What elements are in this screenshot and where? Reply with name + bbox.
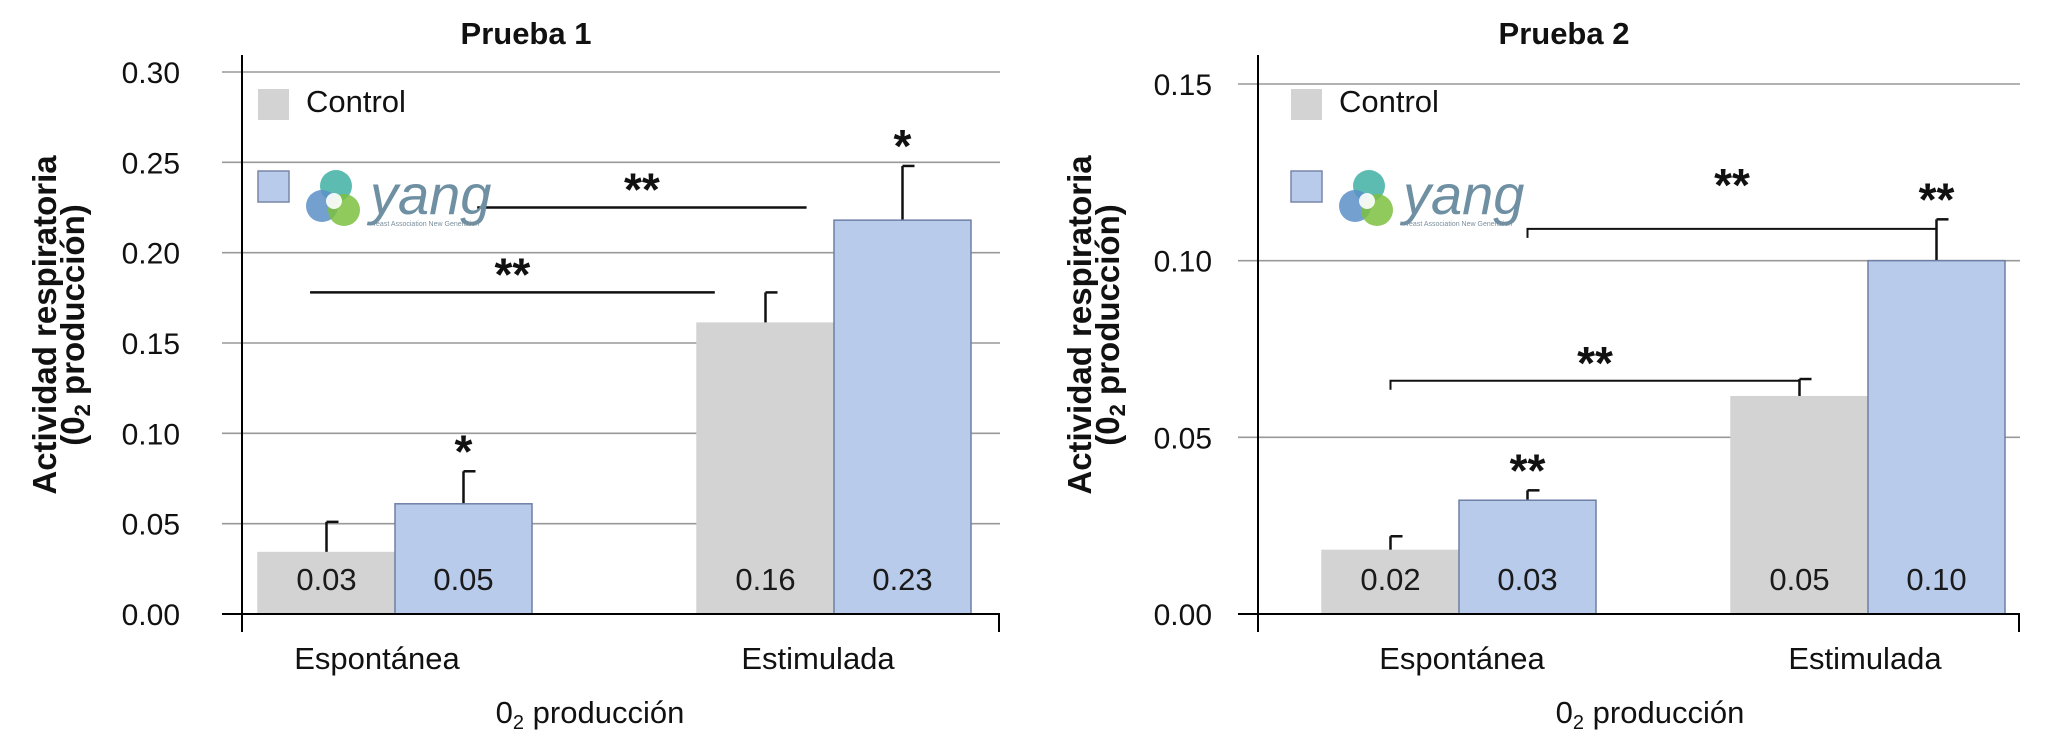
axes [1238, 55, 2020, 632]
bar-value-label: 0.23 [872, 562, 932, 597]
bar-yang-estimulada [1867, 259, 2006, 615]
significance-markers: ** ** [310, 164, 807, 300]
logo-wordmark: yang [1399, 163, 1524, 226]
bars: 0.02 0.05 0.03 ** 0.10 ** [1321, 173, 2006, 615]
y-axis-label-line-1: Actividad respiratoria [26, 155, 63, 495]
legend: Control yang Yeast Association New Gener… [1290, 84, 1524, 228]
yang-logo: yang Yeast Association New Generation [1339, 163, 1524, 228]
y-tick-label: 0.20 [122, 238, 180, 271]
x-tick-label: Espontánea [294, 641, 460, 676]
significance-stars: ** [1919, 173, 1955, 225]
x-axis-label-subscript: 2 [513, 712, 524, 734]
legend-swatch-control [1291, 89, 1322, 120]
bar-value-label: 0.10 [1906, 562, 1966, 597]
x-axis-label: 02 producción [1556, 695, 1745, 734]
bar-yang-espontanea [394, 503, 533, 615]
y-tick-label: 0.30 [122, 57, 180, 90]
yang-logo: yang Yeast Association New Generation [306, 163, 491, 228]
y-axis-label-subscript: 2 [70, 404, 95, 416]
legend-label-control: Control [306, 84, 406, 119]
legend-swatch-yang [257, 170, 290, 203]
legend-swatch-control [258, 89, 289, 120]
y-tick-label: 0.05 [122, 509, 180, 542]
y-axis-label-part: (0 [1089, 416, 1126, 445]
bar-value-label: 0.05 [433, 562, 493, 597]
comparison-bracket [1389, 379, 1801, 390]
bars: 0.03 0.16 0.05 * 0.23 * [257, 120, 972, 615]
y-axis-label-line-2: (02 producción) [54, 204, 95, 445]
comparison-stars: ** [495, 248, 531, 300]
y-axis-label-part: producción) [54, 204, 91, 404]
significance-markers: ** ** [1389, 159, 1938, 390]
y-axis-label-line-2: (02 producción) [1089, 204, 1130, 445]
bar-control-estimulada [1730, 395, 1869, 615]
x-tick-labels: Espontánea Estimulada [1379, 641, 1942, 676]
bar-value-label: 0.02 [1360, 562, 1420, 597]
bar-value-label: 0.03 [296, 562, 356, 597]
logo-tagline: Yeast Association New Generation [372, 221, 479, 228]
x-tick-label: Estimulada [741, 641, 895, 676]
significance-stars: * [455, 425, 473, 477]
x-tick-label: Espontánea [1379, 641, 1545, 676]
y-tick-label: 0.10 [122, 418, 180, 451]
chart-title: Prueba 1 [461, 16, 592, 51]
x-tick-labels: Espontánea Estimulada [294, 641, 895, 676]
y-axis-label-line-1: Actividad respiratoria [1061, 155, 1098, 495]
comparison-bracket [1526, 227, 1938, 238]
chart-prueba-2: Prueba 2 Actividad respiratoria (02 prod… [1061, 16, 2020, 734]
y-axis-label-part: producción) [1089, 204, 1126, 404]
comparison-stars: ** [1714, 159, 1750, 211]
comparison-stars: ** [624, 164, 660, 216]
y-tick-label: 0.10 [1154, 246, 1212, 279]
y-tick-labels: 0.00 0.05 0.10 0.15 [1154, 69, 1212, 632]
legend-swatch-yang [1290, 170, 1323, 203]
x-tick-label: Estimulada [1788, 641, 1942, 676]
bar-yang-estimulada [833, 219, 972, 615]
logo-wordmark: yang [366, 163, 491, 226]
y-axis-label-part: (0 [54, 416, 91, 445]
bar-value-label: 0.03 [1497, 562, 1557, 597]
chart-title: Prueba 2 [1499, 16, 1630, 51]
y-axis-label-subscript: 2 [1105, 404, 1130, 416]
bar-control-estimulada [696, 322, 835, 615]
chart-prueba-1: Prueba 1 Actividad respiratoria (02 prod… [26, 16, 1000, 734]
legend: Control yang Yeast Association New Gener… [257, 84, 491, 228]
x-axis-label: 02 producción [496, 695, 685, 734]
significance-stars: * [894, 120, 912, 172]
comparison-stars: ** [1577, 337, 1613, 389]
x-axis-label-part: producción [524, 695, 684, 730]
y-tick-labels: 0.00 0.05 0.10 0.15 0.20 0.25 0.30 [122, 57, 180, 632]
x-axis-label-subscript: 2 [1573, 712, 1584, 734]
y-tick-label: 0.00 [1154, 599, 1212, 632]
x-axis-label-part: 0 [1556, 695, 1573, 730]
bar-value-label: 0.16 [735, 562, 795, 597]
x-axis-label-part: producción [1584, 695, 1744, 730]
y-tick-label: 0.25 [122, 147, 180, 180]
bar-value-label: 0.05 [1769, 562, 1829, 597]
logo-tagline: Yeast Association New Generation [1405, 221, 1512, 228]
y-tick-label: 0.05 [1154, 422, 1212, 455]
axes [222, 55, 1000, 632]
y-tick-label: 0.15 [1154, 69, 1212, 102]
y-tick-label: 0.15 [122, 328, 180, 361]
y-tick-label: 0.00 [122, 599, 180, 632]
significance-stars: ** [1510, 444, 1546, 496]
legend-label-control: Control [1339, 84, 1439, 119]
bar-yang-espontanea [1458, 499, 1597, 615]
x-axis-label-part: 0 [496, 695, 513, 730]
